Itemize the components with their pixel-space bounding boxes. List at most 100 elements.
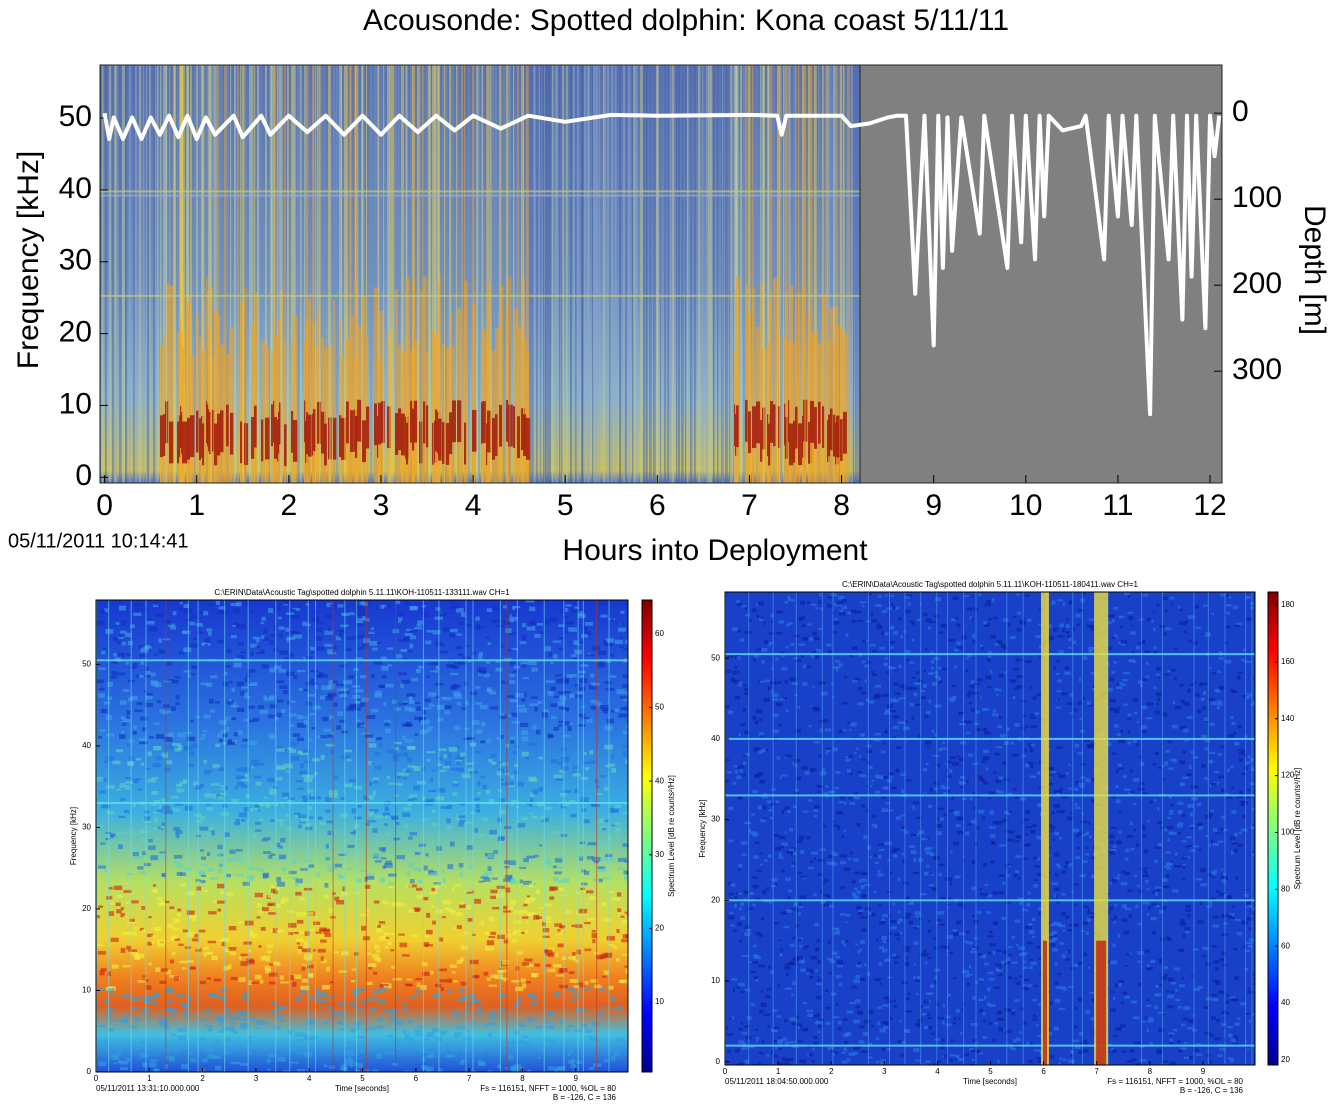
noise [278,668,287,673]
noise [781,1057,788,1062]
noise [881,631,884,636]
noise [515,999,521,1004]
noise [1142,678,1148,681]
noise [1241,801,1248,805]
noise [994,752,1000,756]
noise [952,928,958,933]
noise [508,860,516,866]
noise [1153,1005,1158,1010]
noise [584,767,590,771]
streak-red [261,419,264,462]
noise [1010,741,1015,745]
noise [1194,681,1197,684]
noise [860,940,865,944]
noise [254,1026,260,1029]
noise [575,959,579,963]
noise [1245,900,1252,904]
noise [149,626,158,632]
noise [566,988,575,992]
noise [1189,849,1196,852]
noise [444,1042,448,1045]
noise [808,1052,814,1057]
noise [423,1037,430,1041]
noise [277,1057,286,1062]
noise [756,614,760,618]
click-streak [422,600,424,1072]
streak [271,65,273,483]
noise [202,1068,206,1072]
noise [1133,740,1137,743]
noise [1036,835,1042,840]
noise [1177,809,1183,814]
noise [954,875,961,879]
noise [402,1002,408,1006]
noise [184,1010,189,1014]
noise [537,1056,541,1060]
noise [409,879,415,884]
noise [531,815,539,820]
noise [452,1009,458,1015]
noise [448,746,458,752]
noise [853,1019,860,1024]
noise [923,1000,927,1003]
streak [435,65,437,483]
noise [443,754,448,758]
noise [1251,807,1255,811]
noise [295,996,301,1001]
noise [549,886,556,892]
streak-red [254,405,257,448]
noise [98,735,103,739]
noise [132,1046,138,1050]
noise [432,630,441,635]
streak [199,65,202,483]
noise [273,961,280,965]
noise [416,894,425,899]
noise [737,681,743,684]
click-streak [563,600,565,1072]
noise [1057,599,1064,602]
noise [599,841,607,846]
noise [115,831,124,835]
noise [266,1058,271,1063]
noise [512,750,518,755]
noise [823,824,827,828]
noise [384,862,393,868]
noise [292,607,301,611]
noise [1082,656,1088,660]
streak [449,65,452,483]
noise [906,658,909,662]
noise [574,788,579,794]
noise [264,697,270,702]
noise [1169,1061,1177,1065]
noise [1196,920,1204,924]
noise [138,653,148,658]
noise [328,908,334,914]
noise [559,608,566,614]
noise [263,1022,270,1025]
noise [1089,778,1096,782]
noise [396,855,406,860]
noise [1062,929,1066,932]
noise [147,933,154,938]
noise [1062,987,1067,991]
noise [600,1005,605,1009]
noise [539,907,544,910]
noise [107,1027,115,1032]
noise [428,1042,436,1046]
streak [346,65,348,483]
streak-red [378,402,382,445]
click-streak [582,600,584,1072]
noise [898,697,906,700]
noise [264,965,271,970]
noise [474,898,482,904]
streak-low [202,350,207,483]
noise [289,724,295,727]
noise [248,866,258,870]
streak [319,65,321,483]
noise [116,641,124,645]
noise [268,963,275,966]
noise [603,917,612,923]
noise [1008,946,1013,949]
noise [191,743,199,749]
noise [133,1017,142,1021]
